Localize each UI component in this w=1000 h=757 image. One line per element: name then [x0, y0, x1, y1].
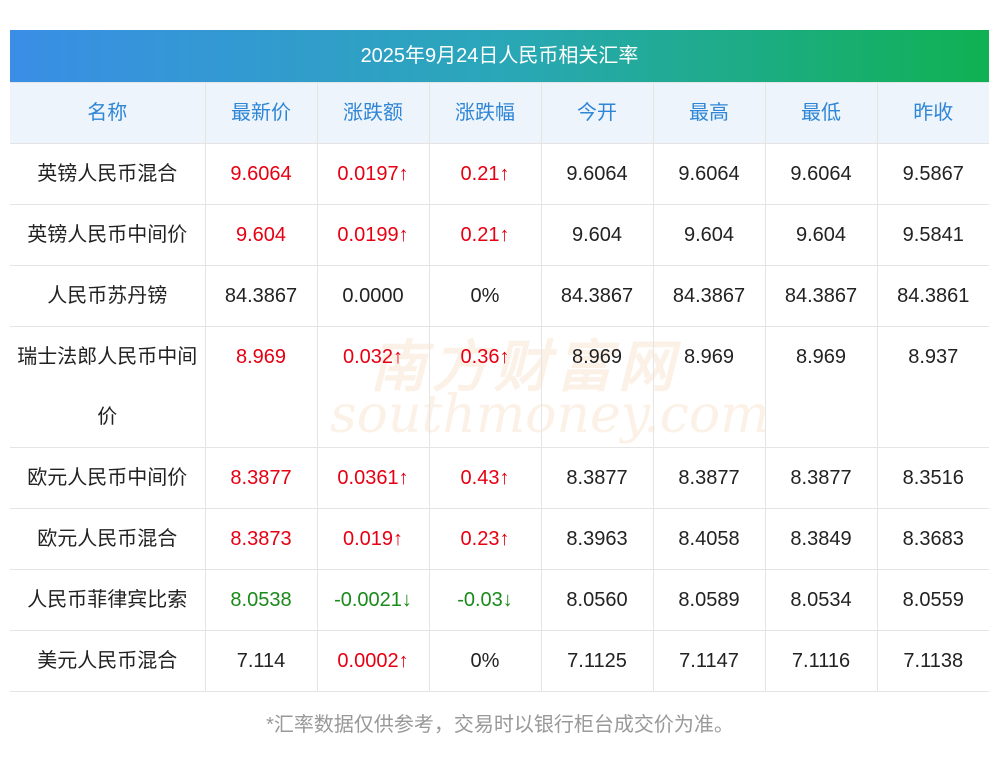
value-cell: -0.03↓ — [428, 569, 542, 631]
value-cell: 7.114 — [204, 630, 318, 692]
value-cell: 8.3877 — [764, 447, 878, 509]
value-cell: 0.21↑ — [428, 143, 542, 205]
value-cell: 84.3867 — [652, 265, 766, 327]
name-cell: 欧元人民币中间价 — [10, 447, 206, 509]
value-cell: 0.23↑ — [428, 508, 542, 570]
table-row: 瑞士法郎人民币中间价 8.969 0.032↑ 0.36↑ 8.969 8.969 8.96… — [10, 326, 989, 448]
value-cell: 8.969 — [540, 326, 654, 448]
value-cell: 0% — [428, 630, 542, 692]
value-cell: 9.6064 — [764, 143, 878, 205]
rate-table: 名称 最新价 涨跌额 涨跌幅 今开 最高 最低 昨收 英镑人民币混合 9.6064 0.0197↑… — [10, 82, 989, 692]
name-cell: 人民币菲律宾比索 — [10, 569, 206, 631]
header-cell: 最低 — [764, 82, 878, 144]
value-cell: 8.3873 — [204, 508, 318, 570]
value-cell: 9.5867 — [876, 143, 989, 205]
table-row: 人民币苏丹镑 84.3867 0.0000 0% 84.3867 84.3867 84.38… — [10, 265, 989, 327]
name-cell: 英镑人民币混合 — [10, 143, 206, 205]
value-cell: 8.3877 — [540, 447, 654, 509]
name-cell: 英镑人民币中间价 — [10, 204, 206, 266]
value-cell: 8.0534 — [764, 569, 878, 631]
value-cell: 0.21↑ — [428, 204, 542, 266]
header-cell: 涨跌额 — [316, 82, 430, 144]
table-row: 美元人民币混合 7.114 0.0002↑ 0% 7.1125 7.1147 7.1116 7… — [10, 630, 989, 692]
value-cell: 8.969 — [204, 326, 318, 448]
value-cell: 84.3867 — [764, 265, 878, 327]
header-cell: 今开 — [540, 82, 654, 144]
value-cell: 9.6064 — [652, 143, 766, 205]
value-cell: 7.1147 — [652, 630, 766, 692]
value-cell: 8.0559 — [876, 569, 989, 631]
table-title: 2025年9月24日人民币相关汇率 — [10, 30, 989, 82]
name-cell: 欧元人民币混合 — [10, 508, 206, 570]
value-cell: 0.0002↑ — [316, 630, 430, 692]
value-cell: 7.1125 — [540, 630, 654, 692]
value-cell: 0.032↑ — [316, 326, 430, 448]
table-row: 英镑人民币混合 9.6064 0.0197↑ 0.21↑ 9.6064 9.6064 9.6… — [10, 143, 989, 205]
value-cell: 8.0560 — [540, 569, 654, 631]
value-cell: 0.43↑ — [428, 447, 542, 509]
value-cell: 9.5841 — [876, 204, 989, 266]
value-cell: 8.0589 — [652, 569, 766, 631]
name-cell: 美元人民币混合 — [10, 630, 206, 692]
value-cell: 8.969 — [652, 326, 766, 448]
table-row: 英镑人民币中间价 9.604 0.0199↑ 0.21↑ 9.604 9.604 9.604… — [10, 204, 989, 266]
value-cell: 8.3683 — [876, 508, 989, 570]
header-row: 名称 最新价 涨跌额 涨跌幅 今开 最高 最低 昨收 — [10, 82, 989, 144]
value-cell: 7.1116 — [764, 630, 878, 692]
value-cell: 84.3867 — [204, 265, 318, 327]
value-cell: 9.6064 — [204, 143, 318, 205]
value-cell: 0.0000 — [316, 265, 430, 327]
name-cell: 人民币苏丹镑 — [10, 265, 206, 327]
header-cell: 涨跌幅 — [428, 82, 542, 144]
header-cell: 名称 — [10, 82, 206, 144]
table-row: 欧元人民币中间价 8.3877 0.0361↑ 0.43↑ 8.3877 8.3877 8.… — [10, 447, 989, 509]
header-cell: 昨收 — [876, 82, 989, 144]
value-cell: 9.604 — [204, 204, 318, 266]
value-cell: 9.6064 — [540, 143, 654, 205]
value-cell: 8.969 — [764, 326, 878, 448]
value-cell: 0.0361↑ — [316, 447, 430, 509]
header-cell: 最新价 — [204, 82, 318, 144]
value-cell: 8.0538 — [204, 569, 318, 631]
value-cell: 8.3877 — [652, 447, 766, 509]
value-cell: 84.3861 — [876, 265, 989, 327]
value-cell: 8.937 — [876, 326, 989, 448]
footnote: *汇率数据仅供参考，交易时以银行柜台成交价为准。 — [266, 714, 734, 736]
name-cell: 瑞士法郎人民币中间价 — [10, 326, 206, 448]
value-cell: -0.0021↓ — [316, 569, 430, 631]
value-cell: 0% — [428, 265, 542, 327]
value-cell: 8.3963 — [540, 508, 654, 570]
value-cell: 0.0197↑ — [316, 143, 430, 205]
value-cell: 9.604 — [764, 204, 878, 266]
value-cell: 8.4058 — [652, 508, 766, 570]
table-row: 人民币菲律宾比索 8.0538 -0.0021↓ -0.03↓ 8.0560 8.0589… — [10, 569, 989, 631]
value-cell: 8.3877 — [204, 447, 318, 509]
value-cell: 9.604 — [652, 204, 766, 266]
value-cell: 84.3867 — [540, 265, 654, 327]
table-row: 欧元人民币混合 8.3873 0.019↑ 0.23↑ 8.3963 8.4058 8.38… — [10, 508, 989, 570]
value-cell: 8.3516 — [876, 447, 989, 509]
header-cell: 最高 — [652, 82, 766, 144]
value-cell: 8.3849 — [764, 508, 878, 570]
value-cell: 0.019↑ — [316, 508, 430, 570]
value-cell: 7.1138 — [876, 630, 989, 692]
value-cell: 9.604 — [540, 204, 654, 266]
value-cell: 0.0199↑ — [316, 204, 430, 266]
value-cell: 0.36↑ — [428, 326, 542, 448]
